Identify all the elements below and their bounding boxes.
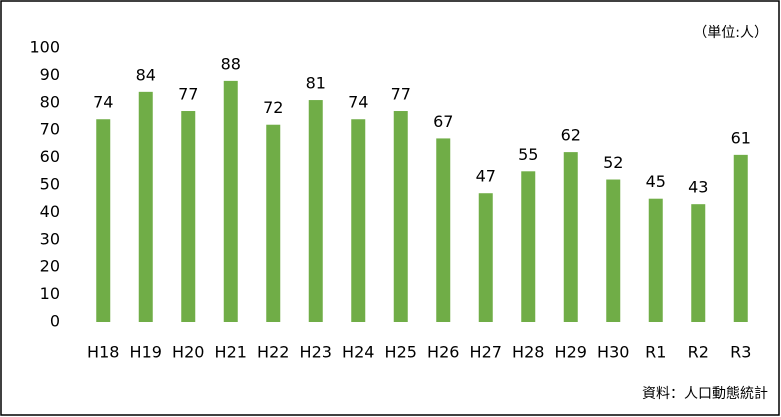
x-tick-label: H26 xyxy=(427,343,459,362)
y-tick-label: 0 xyxy=(50,312,60,331)
x-tick-label: H20 xyxy=(172,343,204,362)
data-label: 43 xyxy=(688,178,708,197)
data-label: 81 xyxy=(306,74,326,93)
data-label: 67 xyxy=(433,112,453,131)
x-tick-label: H24 xyxy=(342,343,374,362)
bar xyxy=(96,119,111,323)
data-label: 84 xyxy=(136,65,156,84)
bar xyxy=(648,198,663,322)
bar xyxy=(478,193,493,322)
x-tick-label: R2 xyxy=(688,343,709,362)
data-label: 62 xyxy=(561,126,581,145)
data-label: 55 xyxy=(518,145,538,164)
y-tick-label: 100 xyxy=(29,38,60,57)
bar xyxy=(733,154,748,322)
bar xyxy=(308,100,323,322)
data-label: 45 xyxy=(646,172,666,191)
bar xyxy=(436,138,451,322)
y-tick-label: 30 xyxy=(40,229,60,248)
bar xyxy=(351,119,366,323)
bar xyxy=(266,124,281,322)
x-tick-label: R3 xyxy=(730,343,751,362)
data-label: 52 xyxy=(603,153,623,172)
bar xyxy=(521,171,536,322)
bar xyxy=(606,179,621,322)
bar xyxy=(138,91,153,322)
x-tick-label: H27 xyxy=(470,343,502,362)
data-label: 74 xyxy=(348,93,368,112)
unit-note: （単位:人） xyxy=(693,25,768,41)
y-tick-label: 10 xyxy=(40,284,60,303)
x-tick-label: H25 xyxy=(385,343,417,362)
x-tick-label: H19 xyxy=(130,343,162,362)
y-tick-label: 70 xyxy=(40,120,60,139)
data-label: 72 xyxy=(263,98,283,117)
y-tick-label: 80 xyxy=(40,92,60,111)
data-label: 77 xyxy=(391,85,411,104)
data-label: 88 xyxy=(221,54,241,73)
y-tick-label: 60 xyxy=(40,147,60,166)
bar xyxy=(691,204,706,322)
data-label: 77 xyxy=(178,85,198,104)
x-tick-label: H22 xyxy=(257,343,289,362)
y-tick-label: 90 xyxy=(40,65,60,84)
data-label: 61 xyxy=(731,128,751,147)
bar xyxy=(223,80,238,322)
x-tick-label: H28 xyxy=(512,343,544,362)
x-tick-label: R1 xyxy=(645,343,666,362)
bar xyxy=(393,111,408,323)
data-label: 47 xyxy=(476,167,496,186)
x-tick-label: H23 xyxy=(300,343,332,362)
x-tick-label: H18 xyxy=(87,343,119,362)
source-note: 資料：人口動態統計 xyxy=(642,386,768,402)
y-tick-label: 20 xyxy=(40,257,60,276)
x-tick-label: H21 xyxy=(215,343,247,362)
bar xyxy=(563,152,578,322)
x-tick-label: H29 xyxy=(555,343,587,362)
data-label: 74 xyxy=(93,93,113,112)
y-tick-label: 50 xyxy=(40,175,60,194)
y-tick-label: 40 xyxy=(40,202,60,221)
x-tick-label: H30 xyxy=(597,343,629,362)
bar xyxy=(181,111,196,323)
